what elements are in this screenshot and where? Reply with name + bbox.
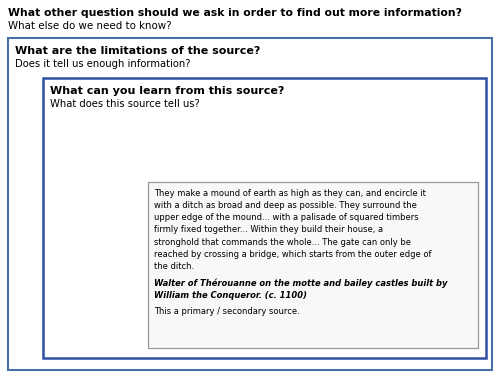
Text: This a primary / secondary source.: This a primary / secondary source. <box>154 307 300 316</box>
Bar <box>43 78 486 358</box>
Text: Walter of Thérouanne on the motte and bailey castles built by
William the Conque: Walter of Thérouanne on the motte and ba… <box>154 278 448 300</box>
Text: What else do we need to know?: What else do we need to know? <box>8 21 172 31</box>
Text: What other question should we ask in order to find out more information?: What other question should we ask in ord… <box>8 8 462 18</box>
Text: What are the limitations of the source?: What are the limitations of the source? <box>15 46 260 56</box>
Bar <box>8 38 492 370</box>
Text: What can you learn from this source?: What can you learn from this source? <box>50 86 284 96</box>
Text: Does it tell us enough information?: Does it tell us enough information? <box>15 59 190 69</box>
Bar <box>148 182 478 348</box>
Text: They make a mound of earth as high as they can, and encircle it
with a ditch as : They make a mound of earth as high as th… <box>154 189 431 271</box>
Text: What does this source tell us?: What does this source tell us? <box>50 99 200 109</box>
